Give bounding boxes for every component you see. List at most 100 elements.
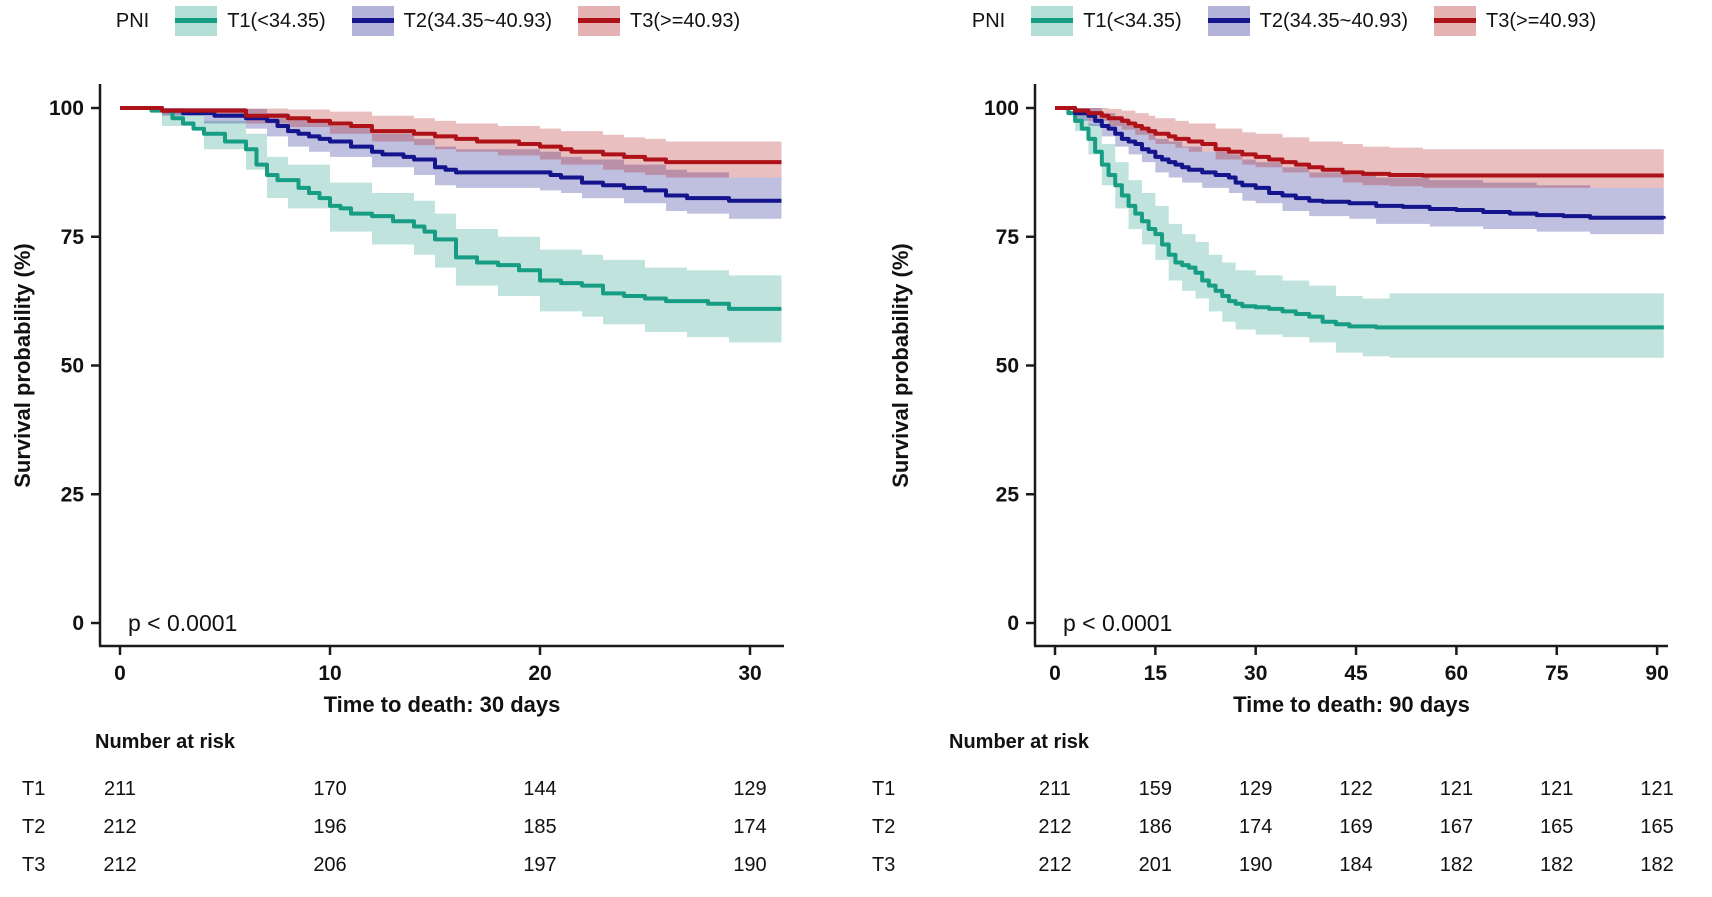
risk-table-header: Number at risk [949, 731, 1090, 753]
km-curve-t1 [120, 106, 782, 311]
x-tick-label: 90 [1645, 662, 1668, 685]
y-tick-label: 50 [61, 355, 84, 378]
risk-count: 211 [1039, 778, 1071, 800]
x-tick-label: 10 [318, 662, 341, 685]
risk-count: 185 [523, 816, 556, 838]
km-curve-t3 [1055, 106, 1664, 178]
km-panel-90-days: PNI T1(<34.35) T2(34.35~40.93) T3(>=40.9… [856, 0, 1712, 892]
t1-swatch-icon [1031, 6, 1074, 36]
legend-item-t3: T3(>=40.93) [578, 6, 740, 36]
risk-count: 212 [103, 854, 136, 876]
legend-label-t2: T2(34.35~40.93) [403, 9, 553, 32]
confidence-band-t2 [120, 108, 782, 219]
x-axis-title: Time to death: 30 days [324, 692, 561, 717]
y-tick-label: 50 [996, 355, 1019, 378]
legend-item-t2: T2(34.35~40.93) [351, 6, 553, 36]
km-plot-90-days: 0 25 50 75 100 0 15 30 45 60 75 90 Time to death: 90… [872, 84, 1674, 876]
km-curve-t3 [120, 106, 782, 165]
km-curve-t1 [1055, 106, 1664, 330]
x-axis-title: Time to death: 90 days [1233, 692, 1470, 717]
legend-item-t3: T3(>=40.93) [1434, 6, 1596, 36]
legend-label-t1: T1(<34.35) [227, 9, 326, 32]
y-tick-label: 25 [61, 483, 85, 506]
risk-count: 182 [1540, 854, 1573, 876]
legend-label-t3: T3(>=40.93) [1486, 9, 1597, 32]
x-tick-label: 20 [528, 662, 551, 685]
risk-row-label: T3 [872, 854, 895, 876]
risk-count: 121 [1540, 778, 1573, 800]
legend-item-t1: T1(<34.35) [1031, 6, 1182, 36]
risk-count: 169 [1339, 816, 1372, 838]
risk-count: 197 [523, 854, 556, 876]
risk-count: 144 [523, 778, 556, 800]
legend-label-t1: T1(<34.35) [1083, 9, 1182, 32]
risk-count: 159 [1139, 778, 1172, 800]
risk-count: 196 [313, 816, 346, 838]
legend-title: PNI [971, 9, 1006, 32]
risk-count: 165 [1640, 816, 1673, 838]
x-tick-label: 15 [1144, 662, 1168, 685]
x-tick-label: 75 [1545, 662, 1569, 685]
confidence-band-t3 [120, 108, 782, 178]
y-axis-title: Survival probability (%) [10, 243, 35, 488]
risk-row-label: T3 [22, 854, 45, 876]
risk-count: 212 [1038, 816, 1071, 838]
y-tick-label: 0 [72, 612, 84, 635]
t3-swatch-icon [578, 6, 621, 36]
y-tick-label: 25 [996, 483, 1020, 506]
risk-count: 211 [104, 778, 136, 800]
t3-swatch-icon [1434, 6, 1477, 36]
risk-count: 184 [1339, 854, 1372, 876]
x-tick-label: 0 [114, 662, 126, 685]
risk-row-label: T1 [872, 778, 895, 800]
risk-row-label: T2 [872, 816, 895, 838]
risk-count: 182 [1640, 854, 1673, 876]
confidence-band-t1 [120, 108, 782, 343]
risk-count: 129 [1239, 778, 1272, 800]
legend-30-days: PNI T1(<34.35) T2(34.35~40.93) T3(>=40.9… [0, 6, 856, 36]
risk-count: 190 [1239, 854, 1272, 876]
risk-count: 174 [1239, 816, 1272, 838]
x-tick-label: 30 [1244, 662, 1267, 685]
y-tick-label: 75 [996, 226, 1020, 249]
legend-90-days: PNI T1(<34.35) T2(34.35~40.93) T3(>=40.9… [856, 6, 1712, 36]
risk-count: 122 [1339, 778, 1372, 800]
risk-count: 165 [1540, 816, 1573, 838]
risk-table-header: Number at risk [95, 731, 236, 753]
km-plot-30-days: 0 25 50 75 100 0 10 20 30 Time to death: 30 days S… [10, 84, 784, 876]
risk-count: 186 [1139, 816, 1172, 838]
x-tick-label: 60 [1445, 662, 1468, 685]
legend-item-t2: T2(34.35~40.93) [1207, 6, 1408, 36]
km-panel-30-days: PNI T1(<34.35) T2(34.35~40.93) T3(>=40.9… [0, 0, 856, 892]
confidence-band-t2 [1055, 108, 1664, 237]
risk-count: 201 [1139, 854, 1172, 876]
p-value-label: p < 0.0001 [1063, 610, 1172, 636]
t2-swatch-icon [351, 6, 394, 36]
x-tick-label: 30 [738, 662, 761, 685]
y-tick-label: 100 [49, 97, 84, 120]
risk-count: 121 [1440, 778, 1473, 800]
legend-label-t3: T3(>=40.93) [630, 9, 741, 32]
risk-row-label: T2 [22, 816, 45, 838]
km-curve-t2 [120, 106, 782, 203]
y-tick-label: 0 [1007, 612, 1019, 635]
risk-count: 212 [103, 816, 136, 838]
confidence-band-t3 [1055, 108, 1664, 188]
t2-swatch-icon [1207, 6, 1250, 36]
risk-count: 190 [733, 854, 766, 876]
risk-count: 167 [1440, 816, 1473, 838]
confidence-band-t1 [1055, 108, 1664, 358]
km-curve-t2 [1055, 106, 1666, 220]
y-tick-label: 75 [61, 226, 85, 249]
risk-count: 182 [1440, 854, 1473, 876]
risk-count: 170 [313, 778, 346, 800]
risk-count: 174 [733, 816, 766, 838]
y-tick-label: 100 [984, 97, 1019, 120]
risk-count: 129 [733, 778, 766, 800]
x-tick-label: 0 [1049, 662, 1061, 685]
y-axis-title: Survival probability (%) [888, 243, 913, 488]
p-value-label: p < 0.0001 [128, 610, 237, 636]
t1-swatch-icon [175, 6, 218, 36]
legend-item-t1: T1(<34.35) [175, 6, 326, 36]
